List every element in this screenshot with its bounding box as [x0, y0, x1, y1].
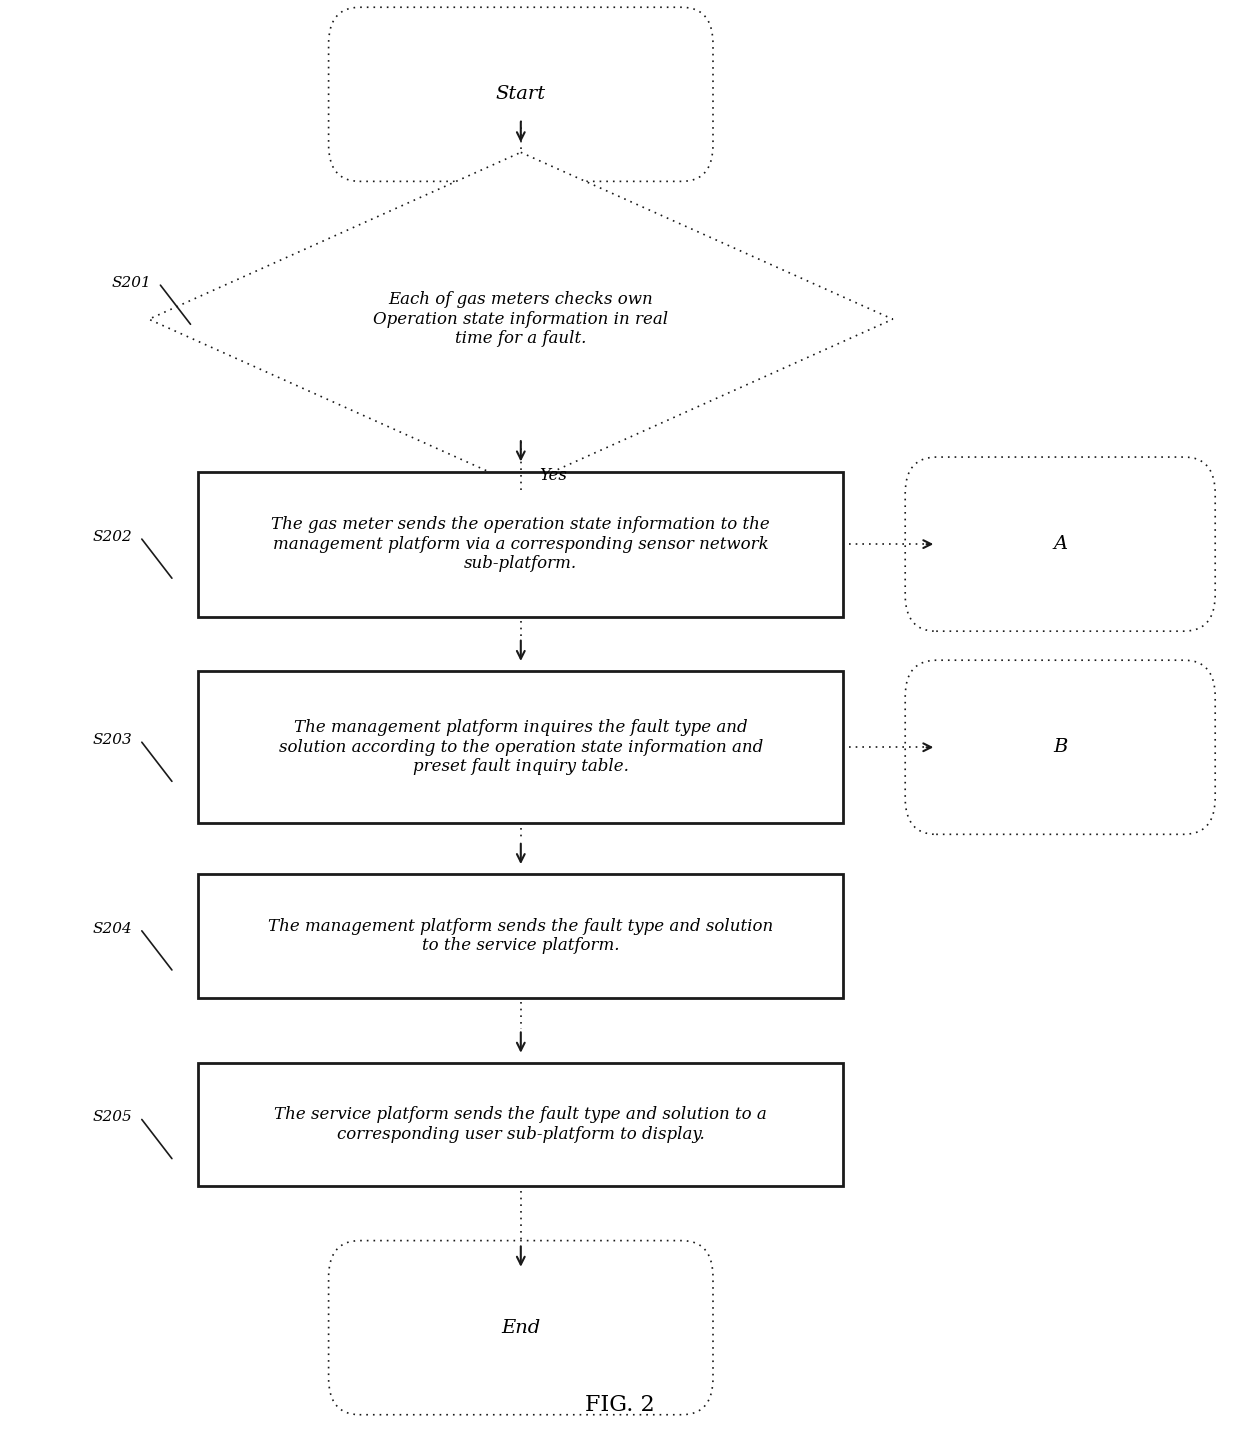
- Text: Yes: Yes: [539, 467, 567, 485]
- FancyBboxPatch shape: [905, 457, 1215, 631]
- FancyBboxPatch shape: [198, 1062, 843, 1187]
- Text: The management platform inquires the fault type and
solution according to the op: The management platform inquires the fau…: [279, 720, 763, 775]
- Text: A: A: [1053, 535, 1068, 553]
- Text: S205: S205: [93, 1110, 133, 1125]
- Text: S203: S203: [93, 733, 133, 747]
- Text: S202: S202: [93, 530, 133, 544]
- Text: The gas meter sends the operation state information to the
management platform v: The gas meter sends the operation state …: [272, 517, 770, 572]
- Text: B: B: [1053, 739, 1068, 756]
- FancyBboxPatch shape: [329, 1241, 713, 1415]
- Text: S204: S204: [93, 921, 133, 936]
- FancyBboxPatch shape: [905, 660, 1215, 834]
- Text: Each of gas meters checks own
Operation state information in real
time for a fau: Each of gas meters checks own Operation …: [373, 292, 668, 347]
- Text: End: End: [501, 1319, 541, 1336]
- Polygon shape: [149, 152, 893, 486]
- FancyBboxPatch shape: [198, 874, 843, 998]
- FancyBboxPatch shape: [198, 670, 843, 824]
- Text: The service platform sends the fault type and solution to a
corresponding user s: The service platform sends the fault typ…: [274, 1106, 768, 1143]
- FancyBboxPatch shape: [198, 472, 843, 617]
- Text: FIG. 2: FIG. 2: [585, 1393, 655, 1416]
- Text: The management platform sends the fault type and solution
to the service platfor: The management platform sends the fault …: [268, 917, 774, 955]
- FancyBboxPatch shape: [329, 7, 713, 181]
- Text: S201: S201: [112, 276, 151, 290]
- Text: Start: Start: [496, 86, 546, 103]
